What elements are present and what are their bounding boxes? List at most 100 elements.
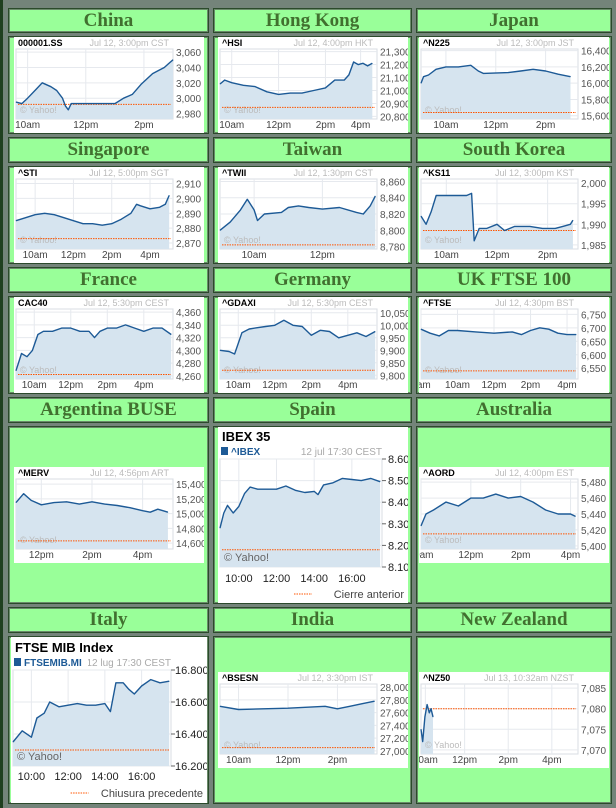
ticker-symbol: ^HSI xyxy=(222,38,242,48)
quote-timestamp: Jul 12, 4:00pm EST xyxy=(495,468,575,478)
price-point xyxy=(141,510,143,511)
y-tick-label: 1,985 xyxy=(581,241,606,252)
price-point xyxy=(548,328,550,330)
stock-chart-twii[interactable]: ^TWII Jul 12, 1:30pm CST 10am 12pm 8,860 8,84… xyxy=(217,167,408,263)
price-point xyxy=(219,229,220,231)
stock-chart-ks11[interactable]: ^KS11 Jul 12, 3:00pm KST 10am 12pm 2pm 2,000 1… xyxy=(419,167,609,263)
y-tick-label: 8.200 xyxy=(388,540,408,552)
price-point xyxy=(313,491,314,492)
price-point xyxy=(124,324,126,326)
price-point xyxy=(149,208,150,210)
price-area xyxy=(219,320,375,379)
yahoo-watermark: © Yahoo! xyxy=(17,751,62,763)
stock-chart-ibex[interactable]: IBEX 35 12 jul 17:30 CEST ^IBEX 10:00 12:00 1… xyxy=(217,427,411,603)
price-point xyxy=(158,206,160,208)
chart-cell: FTSE MIB Index 12 lug 17:30 CEST FTSEMIB.M… xyxy=(8,636,209,804)
y-tick-label: 15,200 xyxy=(176,495,204,506)
stock-chart-cac40[interactable]: CAC40 Jul 12, 5:30pm CEST 10am 12pm 2pm 4pm 4,… xyxy=(13,297,204,393)
price-point xyxy=(430,211,432,213)
x-tick-label: 4pm xyxy=(338,380,357,391)
x-tick-label: 2pm xyxy=(327,755,346,766)
stock-chart-sti[interactable]: ^STI Jul 12, 5:00pm SGT 10am 12pm 2pm 4pm 2,91… xyxy=(13,167,204,263)
price-point xyxy=(91,223,93,224)
price-point xyxy=(164,204,166,205)
price-point xyxy=(163,67,165,68)
price-point xyxy=(562,226,564,227)
price-point xyxy=(255,327,257,329)
stock-chart-n225[interactable]: ^N225 Jul 12, 3:00pm JST 10am 12pm 2pm 16,400… xyxy=(419,37,611,133)
x-tick-label: 4pm xyxy=(140,250,159,261)
price-point xyxy=(172,59,173,61)
price-point xyxy=(266,488,267,490)
price-point xyxy=(289,92,291,94)
price-point xyxy=(332,482,333,484)
price-point xyxy=(338,207,340,208)
chart-cell: ^HSI Jul 12, 4:00pm HKT 10am 12pm 2pm 4pm 21,3… xyxy=(213,36,412,134)
stock-chart-hsi[interactable]: ^HSI Jul 12, 4:00pm HKT 10am 12pm 2pm 4pm 21,3… xyxy=(217,37,411,133)
y-tick-label: 10,000 xyxy=(380,321,408,332)
x-tick-label: 10am xyxy=(15,120,40,131)
quote-timestamp: Jul 12, 5:30pm CEST xyxy=(287,298,373,308)
price-point xyxy=(366,65,368,67)
price-point xyxy=(458,66,459,68)
price-point xyxy=(58,706,59,708)
quote-timestamp: Jul 12, 3:30pm IST xyxy=(297,673,373,683)
region-title: Australia xyxy=(476,399,552,420)
price-point xyxy=(219,83,220,85)
stock-chart-gdaxi[interactable]: ^GDAXI Jul 12, 5:30pm CEST 10am 12pm 2pm 4pm 1… xyxy=(217,297,411,393)
y-tick-label: 14,800 xyxy=(176,524,204,535)
y-tick-label: 9,950 xyxy=(380,334,405,345)
price-point xyxy=(122,97,124,99)
x-tick-label: 10am xyxy=(433,120,458,131)
price-point xyxy=(94,704,96,706)
price-point xyxy=(507,72,509,73)
y-tick-label: 8.400 xyxy=(388,497,408,509)
price-point xyxy=(273,324,275,326)
price-point xyxy=(275,488,277,490)
price-point xyxy=(15,101,16,103)
x-tick-label: 10am xyxy=(241,250,266,261)
y-tick-label: 15,800 xyxy=(581,95,609,106)
stock-chart-ftse[interactable]: ^FTSE Jul 12, 4:30pm BST 8am 10am 12pm 2pm 4pm… xyxy=(417,297,609,393)
region-header-taiwan: Taiwan xyxy=(213,137,412,163)
price-point xyxy=(312,90,314,91)
price-point xyxy=(504,230,505,231)
price-point xyxy=(297,205,299,207)
chart-cell: ^MERV Jul 12, 4:56pm ART 12pm 2pm 4pm 15,400 1… xyxy=(8,426,209,604)
quote-timestamp: 12 jul 17:30 CEST xyxy=(300,447,381,458)
y-tick-label: 16.400 xyxy=(175,729,207,741)
price-point xyxy=(319,329,321,331)
chart-svg: ^HSI Jul 12, 4:00pm HKT 10am 12pm 2pm 4pm 21,3… xyxy=(219,38,411,131)
stock-chart-000001ss[interactable]: 000001.SS Jul 12, 3:00pm CST 10am 12pm 2pm 3,… xyxy=(13,37,204,133)
stock-chart-nz50[interactable]: ^NZ50 Jul 13, 10:32am NZST 10am 12pm 2pm 4pm 7… xyxy=(417,672,609,768)
stock-chart-merv[interactable]: ^MERV Jul 12, 4:56pm ART 12pm 2pm 4pm 15,400 1… xyxy=(13,467,207,563)
x-tick-label: 12pm xyxy=(262,380,287,391)
price-point xyxy=(67,109,69,111)
yahoo-watermark: © Yahoo! xyxy=(224,105,261,115)
y-tick-label: 9,850 xyxy=(380,359,405,370)
y-tick-label: 2,870 xyxy=(176,239,201,250)
chart-svg: ^BSESN Jul 12, 3:30pm IST 10am 12pm 2pm 28,00… xyxy=(219,673,411,766)
price-point xyxy=(264,326,266,327)
yahoo-watermark: © Yahoo! xyxy=(425,535,462,545)
y-tick-label: 8,780 xyxy=(380,243,405,254)
price-point xyxy=(223,79,225,81)
stock-chart-bsesn[interactable]: ^BSESN Jul 12, 3:30pm IST 10am 12pm 2pm 28,00… xyxy=(217,672,411,768)
y-tick-label: 4,300 xyxy=(176,346,201,357)
chart-svg: ^STI Jul 12, 5:00pm SGT 10am 12pm 2pm 4pm 2,91… xyxy=(15,168,201,261)
y-tick-label: 20,800 xyxy=(380,112,408,123)
stock-chart-ftsemibmi[interactable]: FTSE MIB Index 12 lug 17:30 CEST FTSEMIB.M… xyxy=(10,637,208,803)
quote-timestamp: 12 lug 17:30 CEST xyxy=(86,658,171,669)
price-point xyxy=(146,78,147,80)
price-point xyxy=(151,73,153,74)
price-point xyxy=(570,513,571,515)
price-point xyxy=(483,73,484,74)
quote-timestamp: Jul 12, 4:56pm ART xyxy=(90,468,169,478)
x-tick-label: 12pm xyxy=(309,250,334,261)
x-tick-label: 10am xyxy=(419,755,438,766)
price-point xyxy=(458,195,460,196)
price-point xyxy=(280,212,282,213)
y-tick-label: 7,085 xyxy=(581,684,606,695)
chart-svg: ^MERV Jul 12, 4:56pm ART 12pm 2pm 4pm 15,400 1… xyxy=(14,468,207,561)
